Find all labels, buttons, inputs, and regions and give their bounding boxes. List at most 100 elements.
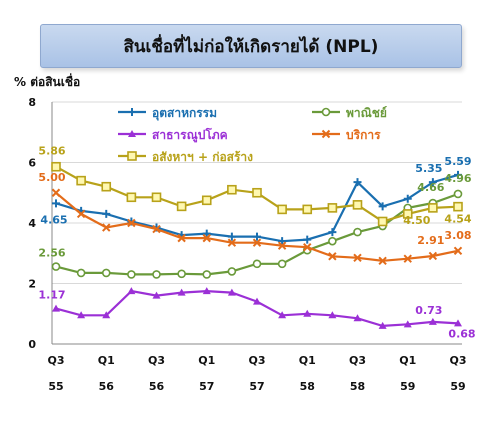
y-tick-label: 6	[28, 157, 36, 170]
data-label: 5.35	[415, 162, 442, 175]
legend-item: อสังหาฯ + ก่อสร้าง	[118, 150, 253, 164]
data-point	[227, 232, 236, 241]
data-point	[227, 238, 237, 247]
data-point	[227, 267, 237, 276]
data-point	[428, 317, 437, 325]
data-point	[51, 188, 61, 197]
x-tick-quarter-label: Q1	[198, 354, 215, 367]
data-point	[277, 259, 287, 269]
data-point	[51, 161, 61, 172]
data-point	[177, 288, 186, 296]
data-point	[303, 242, 312, 252]
data-point	[102, 209, 111, 218]
data-label: 4.66	[417, 181, 444, 194]
data-point	[128, 108, 136, 116]
data-point	[102, 311, 111, 319]
y-tick-label: 8	[28, 96, 36, 109]
data-label: 2.91	[417, 234, 444, 247]
legend-label: พาณิชย์	[346, 106, 387, 120]
x-tick-year-label: 57	[249, 380, 264, 393]
data-point	[176, 201, 187, 212]
data-point	[152, 224, 161, 234]
x-tick-quarter-label: Q3	[248, 354, 265, 367]
data-point	[77, 311, 86, 319]
data-point	[127, 151, 137, 161]
data-label: 5.59	[444, 155, 471, 168]
x-tick-year-label: 59	[450, 380, 465, 393]
data-point	[202, 233, 211, 243]
data-point	[252, 238, 262, 247]
data-point	[152, 291, 161, 299]
x-tick-quarter-label: Q3	[449, 354, 466, 367]
data-point	[378, 321, 387, 329]
data-point	[328, 228, 337, 237]
x-tick-year-label: 58	[350, 380, 365, 393]
data-point	[76, 268, 86, 278]
data-point	[127, 270, 136, 279]
data-label: 4.65	[40, 213, 67, 226]
x-tick-year-label: 56	[149, 380, 165, 393]
x-tick-quarter-label: Q1	[98, 354, 115, 367]
data-label: 5.00	[38, 171, 65, 184]
data-point	[378, 202, 387, 211]
data-point	[353, 178, 362, 187]
data-point	[454, 319, 462, 327]
data-point	[127, 218, 136, 228]
data-point	[321, 107, 331, 117]
x-tick-quarter-label: Q1	[299, 354, 316, 367]
data-label: 4.50	[403, 214, 430, 227]
data-label: 4.96	[444, 172, 471, 185]
series-x	[51, 188, 463, 266]
legend-label: สาธารณูปโภค	[152, 127, 228, 143]
data-point	[253, 297, 261, 305]
data-label: 4.54	[444, 213, 471, 226]
data-point	[253, 232, 261, 241]
data-point	[102, 223, 111, 232]
data-point	[277, 204, 287, 215]
x-tick-year-label: 58	[300, 380, 315, 393]
data-point	[101, 181, 112, 192]
y-tick-label: 0	[28, 338, 36, 351]
x-tick-year-label: 57	[199, 380, 214, 393]
data-point	[428, 178, 437, 187]
data-point	[454, 170, 462, 179]
data-point	[278, 237, 287, 246]
data-point	[377, 216, 388, 227]
chart-title: สินเชื่อที่ไม่ก่อให้เกิดรายได้ (NPL)	[123, 36, 379, 57]
series-square	[51, 161, 463, 227]
legend-label: อุตสาหกรรม	[152, 106, 217, 121]
data-point	[277, 241, 287, 250]
series-triangle	[52, 287, 462, 329]
data-point	[52, 199, 60, 208]
data-point	[201, 195, 212, 206]
data-point	[378, 256, 387, 266]
legend-item: อุตสาหกรรม	[118, 106, 217, 121]
legend-item: พาณิชย์	[312, 106, 387, 120]
data-point	[252, 259, 262, 269]
data-point	[327, 203, 338, 213]
series-line	[55, 173, 459, 243]
data-point	[52, 304, 60, 312]
data-point	[127, 287, 136, 295]
data-point	[227, 288, 236, 296]
x-tick-year-label: 55	[48, 380, 63, 393]
data-point	[177, 269, 186, 279]
data-point	[303, 235, 312, 244]
x-tick-quarter-label: Q1	[399, 354, 416, 367]
data-point	[303, 309, 312, 317]
data-point	[353, 227, 362, 237]
series-line	[55, 191, 459, 262]
y-tick-label: 4	[28, 217, 36, 230]
data-point	[278, 311, 287, 319]
data-point	[126, 192, 137, 203]
data-point	[128, 130, 136, 137]
legend-label: บริการ	[346, 128, 381, 142]
data-point	[403, 194, 412, 203]
data-point	[352, 200, 363, 210]
data-point	[51, 262, 61, 271]
legend-label: อสังหาฯ + ก่อสร้าง	[152, 150, 253, 164]
x-tick-year-label: 56	[99, 380, 115, 393]
y-axis-label: % ต่อสินเชื่อ	[14, 73, 80, 89]
chart-title-banner: สินเชื่อที่ไม่ก่อให้เกิดรายได้ (NPL)	[40, 24, 462, 68]
